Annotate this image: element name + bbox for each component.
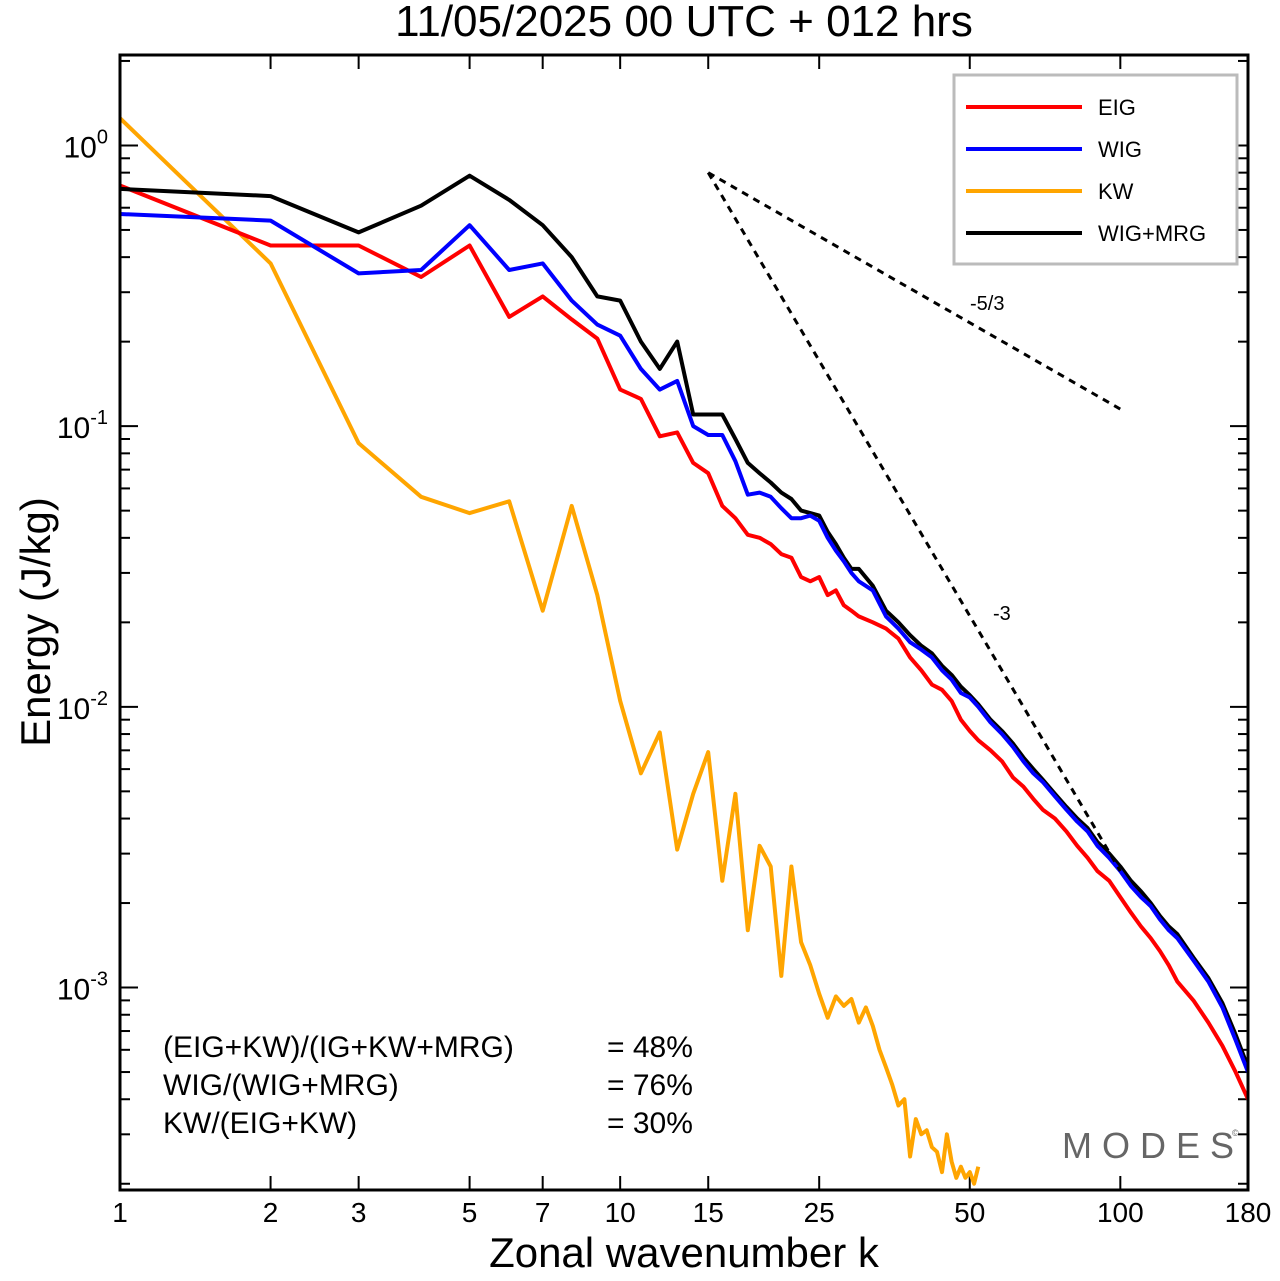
ratio-label: KW/(EIG+KW) xyxy=(163,1107,357,1140)
ratio-label: (EIG+KW)/(IG+KW+MRG) xyxy=(163,1031,514,1064)
legend-label: WIG xyxy=(1098,137,1142,162)
series-line-eig xyxy=(120,183,1248,1101)
slope-line xyxy=(707,171,1122,411)
y-tick-label: 10-1 xyxy=(57,407,108,445)
x-tick-label: 2 xyxy=(263,1197,279,1228)
ratio-value: = 76% xyxy=(607,1069,693,1102)
ratio-label: WIG/(WIG+MRG) xyxy=(163,1069,399,1102)
slope-line xyxy=(706,171,1122,872)
x-tick-labels: 1 2 3 5 7 10 15 25 50 100 180 xyxy=(112,1197,1271,1228)
y-tick-label: 10-2 xyxy=(57,688,108,726)
reference-slope-lines: -5/3 -3 xyxy=(706,171,1122,872)
x-tick-label: 25 xyxy=(804,1197,835,1228)
x-tick-label: 50 xyxy=(954,1197,985,1228)
chart-title: 11/05/2025 00 UTC + 012 hrs xyxy=(395,0,973,46)
y-tick-labels: 100 10-1 10-2 10-3 xyxy=(57,126,108,1006)
y-axis-label: Energy (J/kg) xyxy=(12,497,59,747)
ratio-value: = 30% xyxy=(607,1107,693,1140)
series-line-wig-mrg xyxy=(120,173,1248,1069)
legend-label: WIG+MRG xyxy=(1098,221,1206,246)
y-tick-label: 100 xyxy=(64,126,109,164)
series-line-kw xyxy=(120,116,981,1186)
x-axis-label: Zonal wavenumber k xyxy=(489,1229,880,1276)
plot-lines xyxy=(120,116,1248,1186)
x-tick-label: 100 xyxy=(1097,1197,1144,1228)
copyright-mark: © xyxy=(1232,1128,1239,1138)
legend-label: EIG xyxy=(1098,95,1136,120)
x-tick-label: 5 xyxy=(462,1197,478,1228)
x-tick-label: 180 xyxy=(1225,1197,1272,1228)
plot-frame xyxy=(118,53,1250,1192)
legend-label: KW xyxy=(1098,179,1134,204)
ratio-value: = 48% xyxy=(607,1031,693,1064)
modes-watermark: MODES xyxy=(1062,1125,1244,1166)
axis-ticks xyxy=(119,55,1249,1190)
slope-label: -3 xyxy=(993,603,1011,625)
ratio-annotations: (EIG+KW)/(IG+KW+MRG) = 48% WIG/(WIG+MRG) = … xyxy=(163,1031,693,1140)
x-tick-label: 1 xyxy=(112,1197,128,1228)
x-tick-label: 3 xyxy=(351,1197,367,1228)
series-line-wig xyxy=(120,212,1248,1073)
legend: EIG WIG KW WIG+MRG xyxy=(952,73,1239,266)
x-tick-label: 10 xyxy=(605,1197,636,1228)
x-tick-label: 7 xyxy=(535,1197,551,1228)
y-tick-label: 10-3 xyxy=(57,969,108,1007)
x-tick-label: 15 xyxy=(693,1197,724,1228)
slope-label: -5/3 xyxy=(970,293,1004,315)
